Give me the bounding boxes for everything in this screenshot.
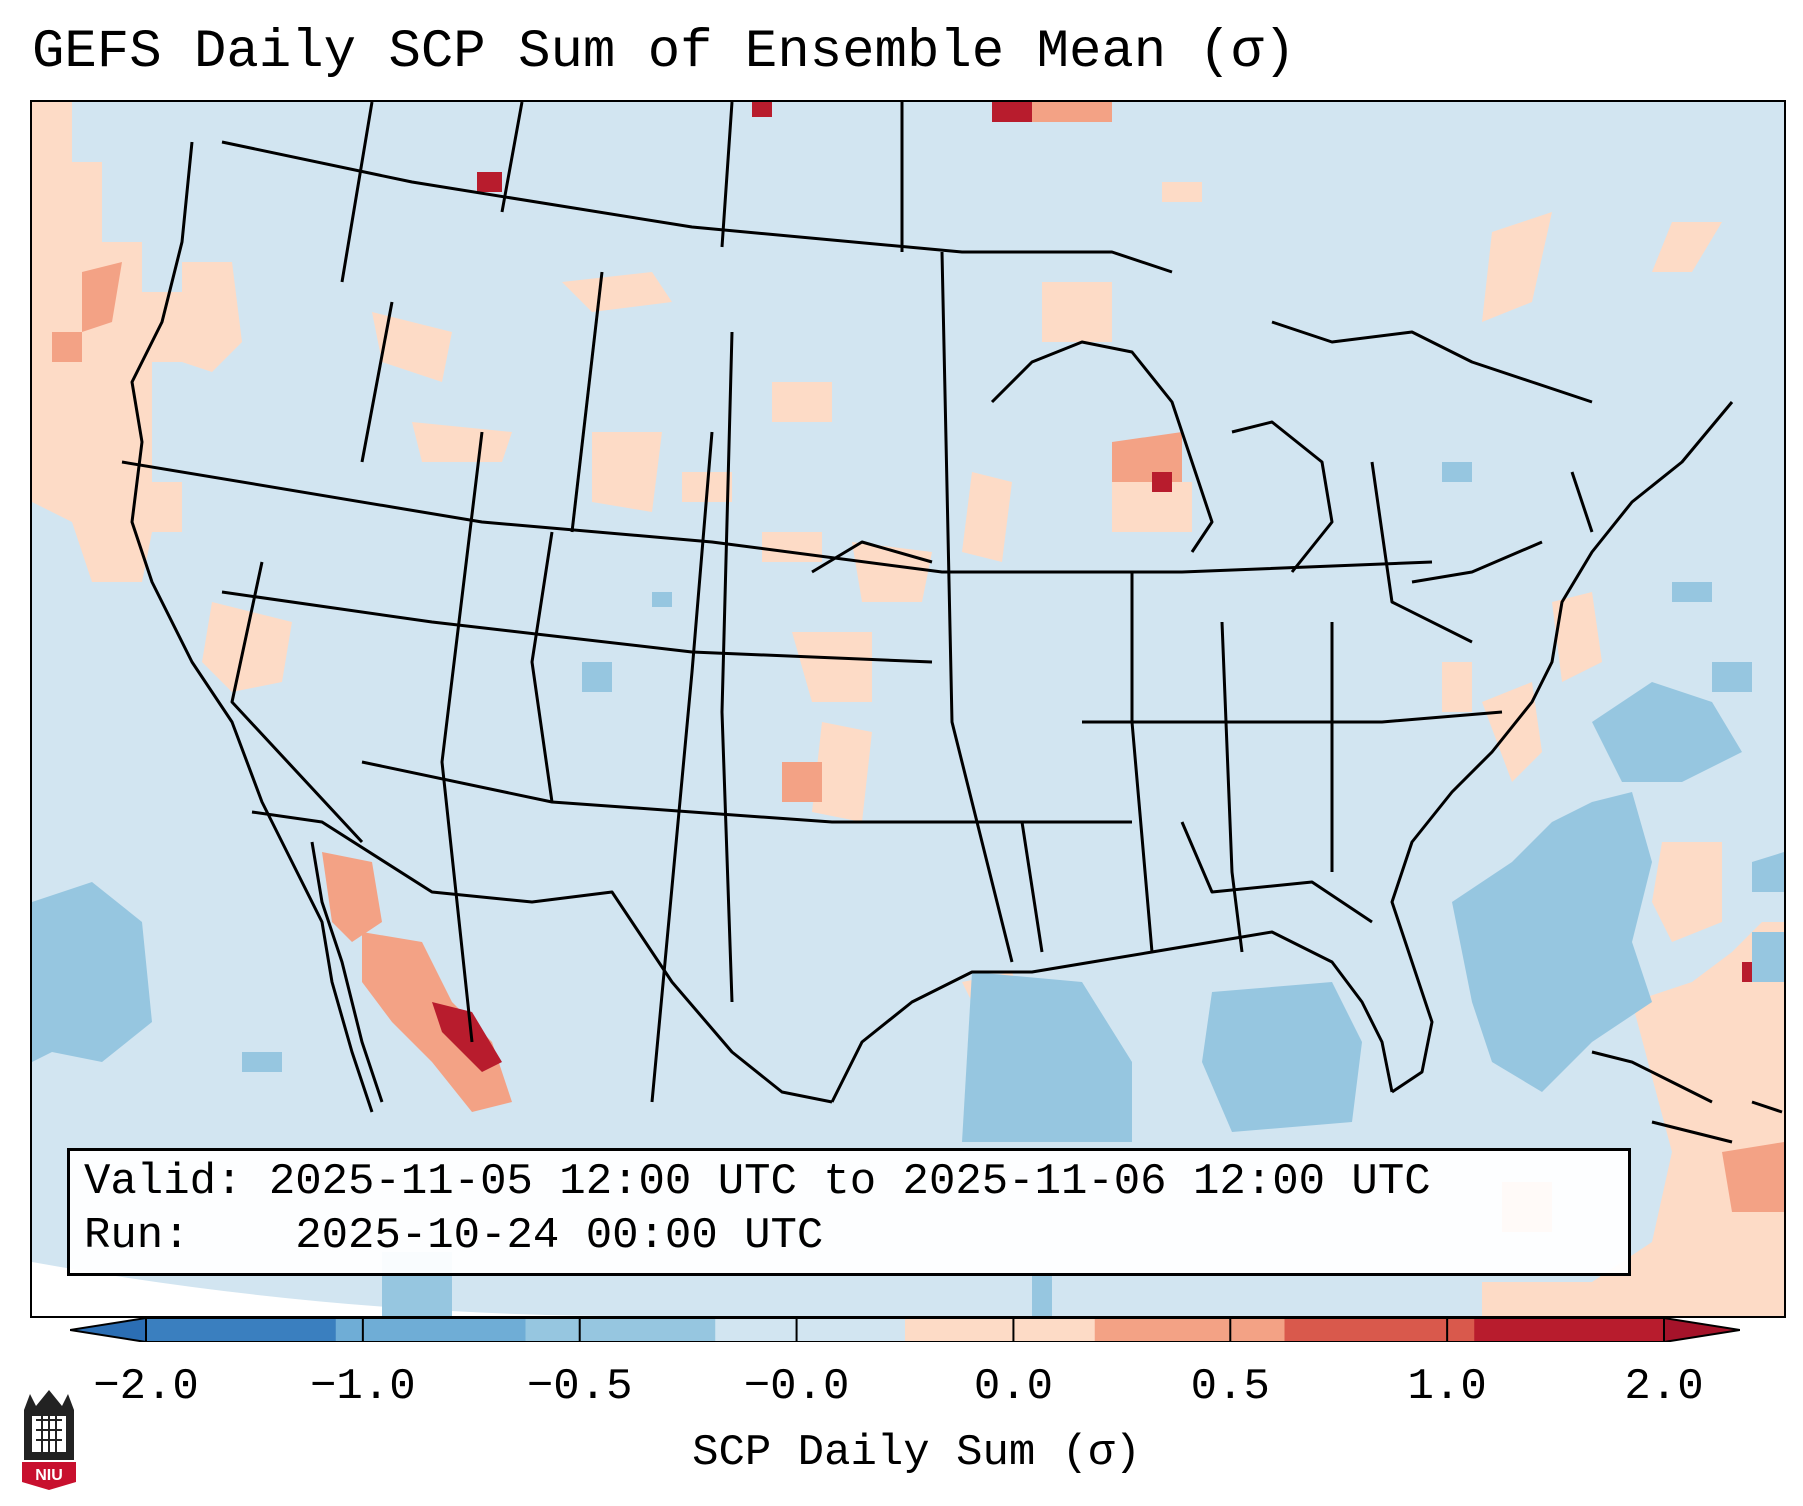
- colorbar-segment: [905, 1318, 1096, 1342]
- projection-edge: [32, 1262, 632, 1316]
- caribbean-islands: [1591, 1050, 1783, 1144]
- negative-anomaly-cells: [32, 462, 1784, 1316]
- validity-info-box: Valid: 2025-11-05 12:00 UTC to 2025-11-0…: [67, 1148, 1631, 1276]
- colorbar-segment: [715, 1318, 906, 1342]
- colorbar-tick-label: 0.5: [1190, 1362, 1270, 1412]
- colorbar-tick-label: 1.0: [1407, 1362, 1487, 1412]
- colorbar-segment: [1284, 1318, 1475, 1342]
- run-label: Run:: [84, 1211, 190, 1261]
- colorbar-segment: [335, 1318, 526, 1342]
- colorbar-tick-label: 0.0: [973, 1362, 1054, 1412]
- state-borders: [121, 102, 1734, 1113]
- map-svg: [32, 102, 1784, 1316]
- colorbar-extend-low: [70, 1318, 146, 1342]
- positive-anomaly-cells: [32, 102, 1784, 1316]
- colorbar-segment: [146, 1318, 337, 1342]
- niu-logo-icon: NIU: [22, 1390, 76, 1490]
- colorbar-tick-label: −0.5: [526, 1362, 633, 1412]
- colorbar-tick-label: −2.0: [93, 1362, 199, 1412]
- colorbar-segment: [525, 1318, 716, 1342]
- chart-title: GEFS Daily SCP Sum of Ensemble Mean (σ): [32, 22, 1296, 83]
- valid-value: 2025-11-05 12:00 UTC to 2025-11-06 12:00…: [268, 1157, 1431, 1207]
- colorbar-tick-label: 2.0: [1624, 1362, 1704, 1412]
- colorbar-segment: [1094, 1318, 1285, 1342]
- colorbar: [70, 1318, 1740, 1342]
- valid-label: Valid:: [84, 1157, 243, 1207]
- colorbar-tick-label: −1.0: [310, 1362, 416, 1412]
- colorbar-tick-label: −0.0: [743, 1362, 850, 1412]
- map-panel: [30, 100, 1786, 1318]
- colorbar-extend-high: [1664, 1318, 1740, 1342]
- run-value: 2025-10-24 00:00 UTC: [295, 1211, 824, 1261]
- strong-positive-anomaly-cells: [432, 102, 1762, 1072]
- colorbar-label: SCP Daily Sum (σ): [692, 1428, 1141, 1478]
- logo-text: NIU: [35, 1467, 63, 1484]
- colorbar-segment: [1474, 1318, 1665, 1342]
- colorbar-segments: [146, 1318, 1665, 1342]
